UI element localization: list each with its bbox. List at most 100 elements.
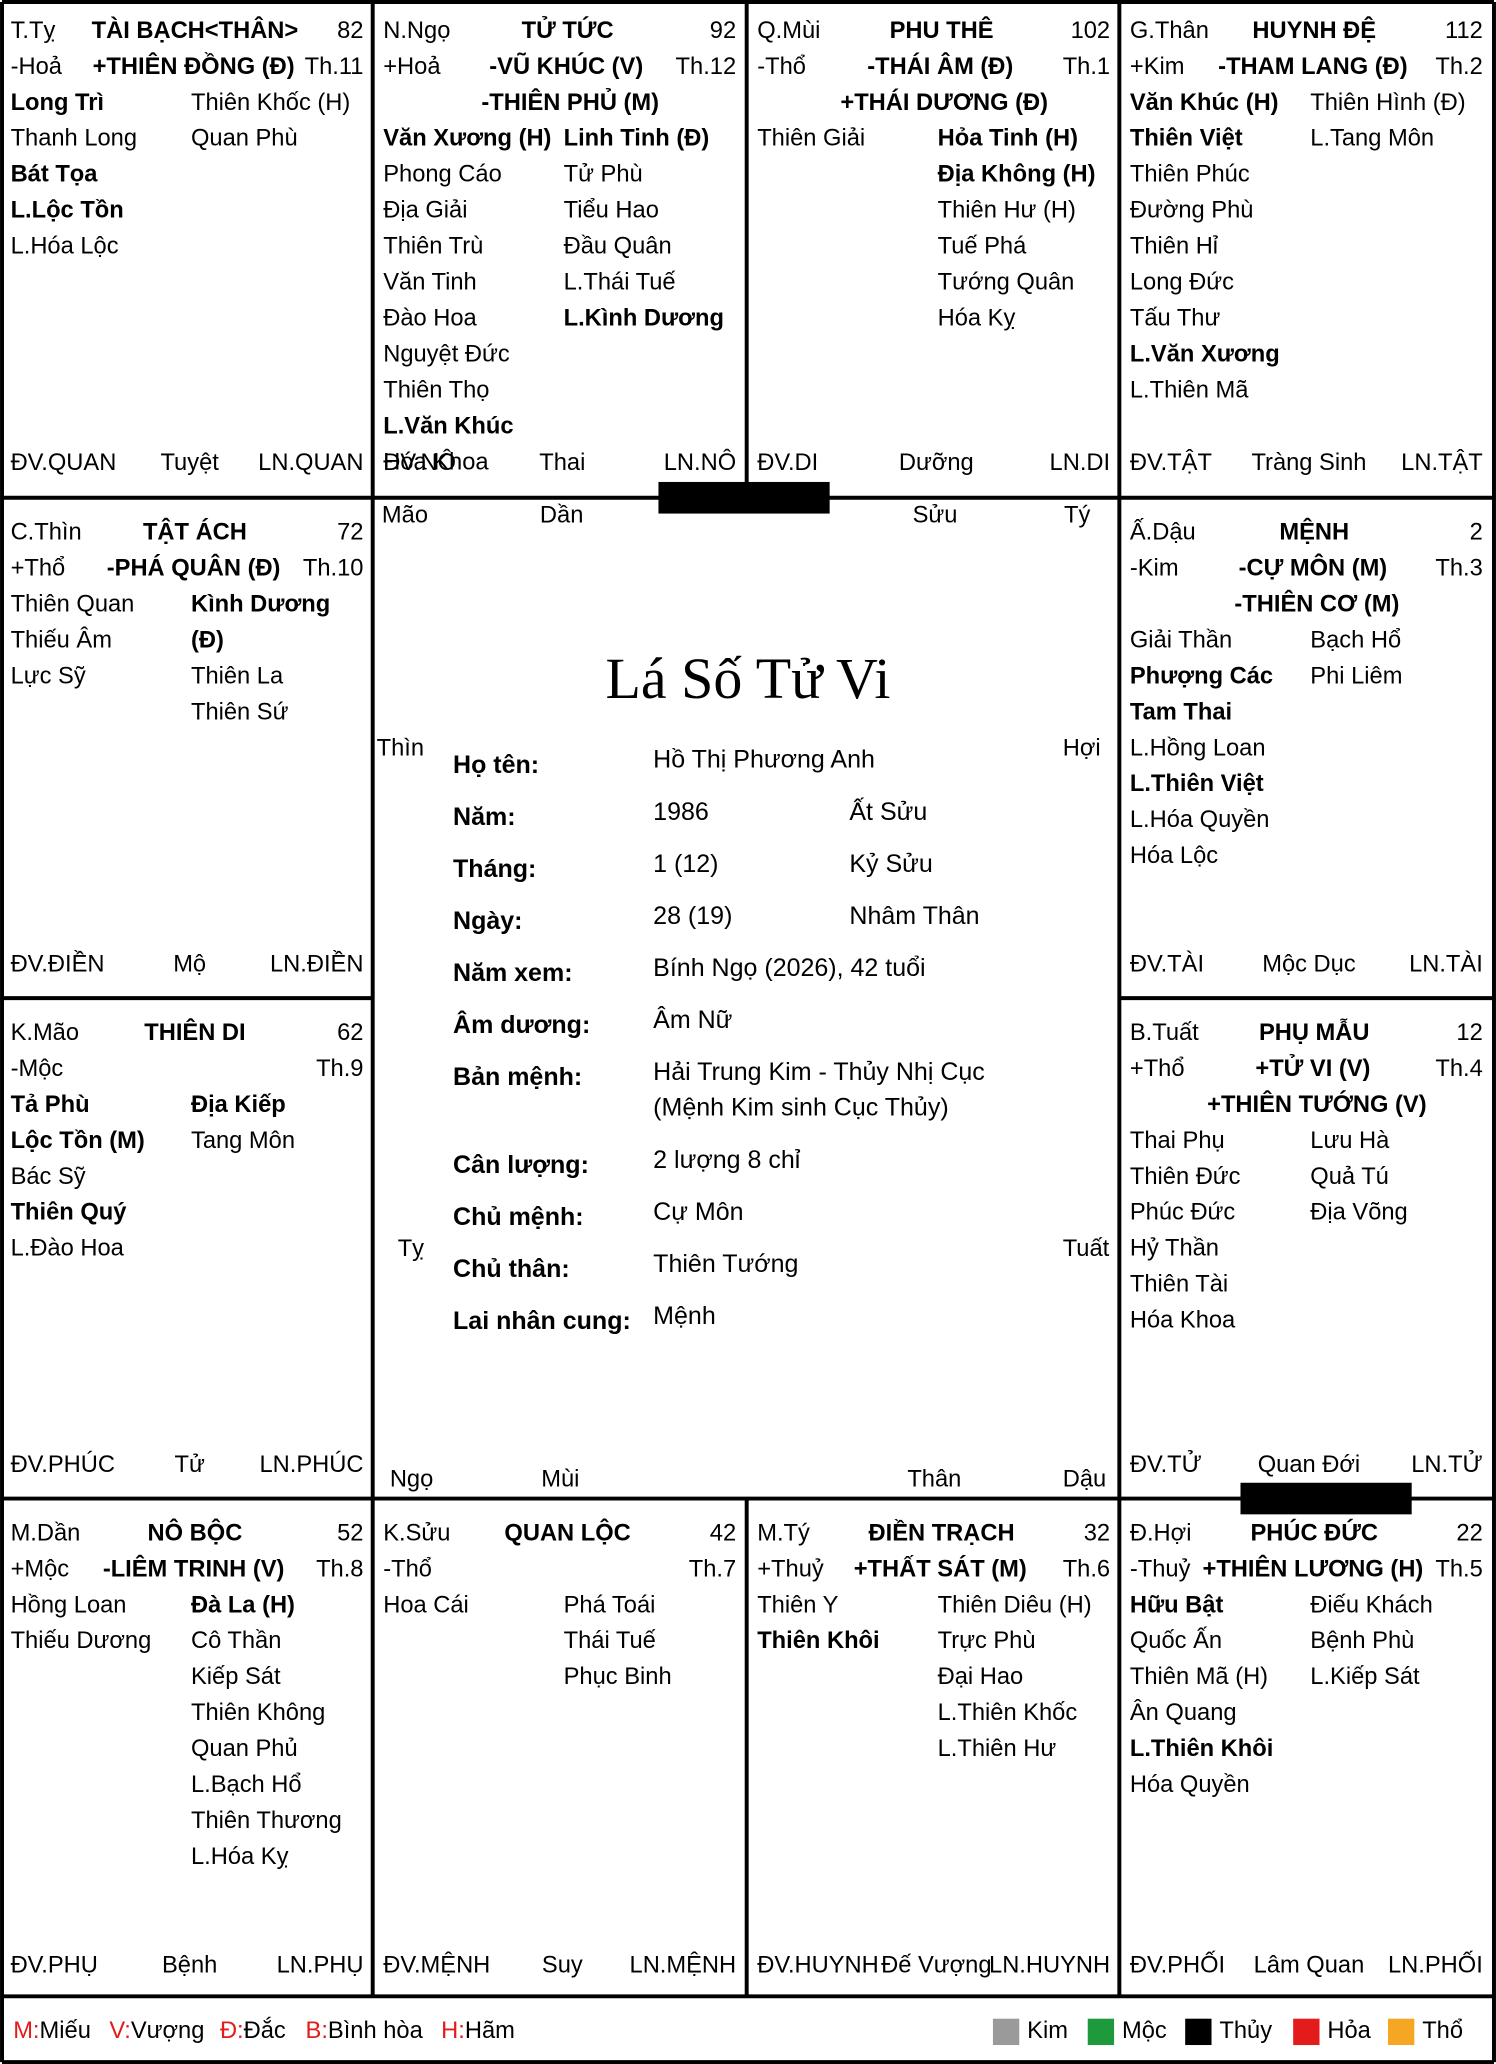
luu-nien: LN.TÀI [1409, 951, 1483, 978]
star: L.Thiên Khôi [1130, 1736, 1273, 1762]
palace-th: Th.4 [1435, 1056, 1482, 1082]
star: Thanh Long [11, 126, 137, 152]
star: Thiên Giải [757, 126, 865, 152]
can-chi: G.Thân [1130, 18, 1209, 44]
star: L.Hóa Kỵ [191, 1844, 289, 1870]
palace-element: -Kim [1130, 556, 1179, 582]
palace-name: QUAN LỘC [504, 1518, 630, 1546]
info-value: 1986 [653, 798, 709, 826]
can-chi: Ấ.Dậu [1130, 518, 1196, 546]
legend-key: H: [441, 2018, 465, 2044]
star: Quan Phủ [191, 1736, 298, 1762]
star: Thiên Hình (Đ) [1310, 90, 1465, 116]
palace-number: 22 [1456, 1520, 1482, 1546]
star: L.Hồng Loan [1130, 735, 1266, 761]
life-stage: Thai [539, 450, 585, 476]
star: L.Tang Môn [1310, 126, 1434, 152]
dai-van: ĐV.TỬ [1130, 1449, 1202, 1478]
luu-nien: LN.PHÚC [260, 1451, 364, 1478]
can-chi: K.Mão [11, 1020, 79, 1046]
corner-label: Mùi [541, 1466, 579, 1492]
dai-van: ĐV.QUAN [11, 450, 117, 476]
dai-van: ĐV.NÔ [383, 448, 456, 476]
palace-name: PHÚC ĐỨC [1250, 1518, 1378, 1546]
can-chi: K.Sửu [383, 1520, 450, 1546]
star: Thiên Diêu (H) [938, 1592, 1092, 1618]
star: Ân Quang [1130, 1699, 1237, 1726]
palace-th: Th.11 [305, 54, 364, 80]
star: Hóa Khoa [383, 449, 489, 475]
info-can-chi: Kỷ Sửu [849, 850, 932, 878]
star: Tiểu Hao [564, 198, 659, 224]
palace-number: 12 [1456, 1020, 1482, 1046]
info-label: Bản mệnh: [453, 1063, 582, 1091]
palace-th: Th.1 [1063, 54, 1110, 80]
palace-element: +Hoả [383, 54, 441, 80]
luu-nien: LN.NÔ [664, 448, 736, 476]
star: Thiên Thương [191, 1808, 342, 1834]
star: Phượng Các [1130, 663, 1273, 689]
star: Thiên La [191, 663, 284, 689]
legend-swatch [992, 2018, 1020, 2046]
palace-number: 42 [710, 1520, 736, 1546]
star: Đại Hao [938, 1664, 1024, 1690]
star: Thiên Sứ [191, 699, 289, 725]
star: Bạch Hổ [1310, 627, 1401, 653]
legend-element: Kim [1027, 2018, 1068, 2044]
star: (Đ) [191, 627, 224, 653]
star: Thiên Không [191, 1700, 325, 1726]
star: Thiên Phúc [1130, 162, 1250, 188]
main-star: -THIÊN CƠ (M) [1234, 589, 1399, 617]
palace-element: +Thổ [1130, 1056, 1185, 1082]
star: Thiên Mã (H) [1130, 1664, 1268, 1690]
luu-nien: LN.PHỐI [1388, 1950, 1483, 1978]
palace-th: Th.3 [1435, 556, 1482, 582]
palace-name: TÀI BẠCH<THÂN> [92, 16, 299, 44]
star: Lộc Tồn (M) [11, 1128, 145, 1154]
info-label: Chủ thân: [453, 1255, 570, 1283]
palace-th: Th.2 [1435, 54, 1482, 80]
palace-number: 112 [1445, 18, 1483, 44]
palace-element: +Thuỷ [757, 1556, 824, 1582]
star: Hồng Loan [11, 1592, 127, 1618]
can-chi: M.Dần [11, 1520, 81, 1546]
marker-label: Tuần [1300, 1485, 1353, 1511]
star: L.Thiên Hư [938, 1736, 1057, 1762]
info-value: (Mệnh Kim sinh Cục Thủy) [653, 1093, 948, 1121]
star: Thiên Thọ [383, 377, 489, 403]
star: Long Đức [1130, 270, 1234, 296]
star: L.Hóa Lộc [11, 234, 119, 260]
info-value: 28 (19) [653, 902, 732, 930]
corner-label: Dậu [1063, 1466, 1106, 1492]
legend-key: M: [13, 2018, 39, 2044]
palace-th: Th.6 [1063, 1556, 1110, 1582]
main-star: -LIÊM TRINH (V) [103, 1554, 285, 1582]
palace-name: TẬT ÁCH [143, 518, 247, 546]
star: Địa Giải [383, 198, 467, 224]
dai-van: ĐV.PHỐI [1130, 1950, 1225, 1978]
luu-nien: LN.DI [1050, 450, 1111, 476]
star: Hỷ Thần [1130, 1236, 1219, 1262]
palace-th: Th.10 [303, 556, 364, 582]
star: Linh Tinh (Đ) [564, 126, 710, 152]
main-star: -CỰ MÔN (M) [1239, 554, 1388, 582]
star: Văn Xương (H) [383, 126, 551, 152]
corner-label: Hợi [1063, 736, 1101, 762]
legend-label: Hãm [465, 2018, 515, 2044]
info-value: Thiên Tướng [653, 1250, 798, 1278]
palace-number: 72 [337, 520, 363, 546]
luu-nien: LN.MỆNH [630, 1951, 737, 1978]
star: L.Văn Xương [1130, 341, 1280, 367]
star: Thái Tuế [564, 1628, 656, 1654]
life-stage: Tuyệt [160, 450, 219, 476]
dai-van: ĐV.DI [757, 450, 818, 476]
luu-nien: LN.HUYNH [989, 1952, 1110, 1978]
palace-number: 62 [337, 1020, 363, 1046]
palace-th: Th.7 [689, 1556, 736, 1582]
star: Lực Sỹ [11, 663, 86, 689]
star: Tang Môn [191, 1128, 295, 1154]
star: Thiên Quan [11, 591, 135, 617]
legend-key: V: [109, 2018, 131, 2044]
star: L.Thiên Khốc [938, 1700, 1078, 1726]
palace-th: Th.8 [316, 1556, 363, 1582]
